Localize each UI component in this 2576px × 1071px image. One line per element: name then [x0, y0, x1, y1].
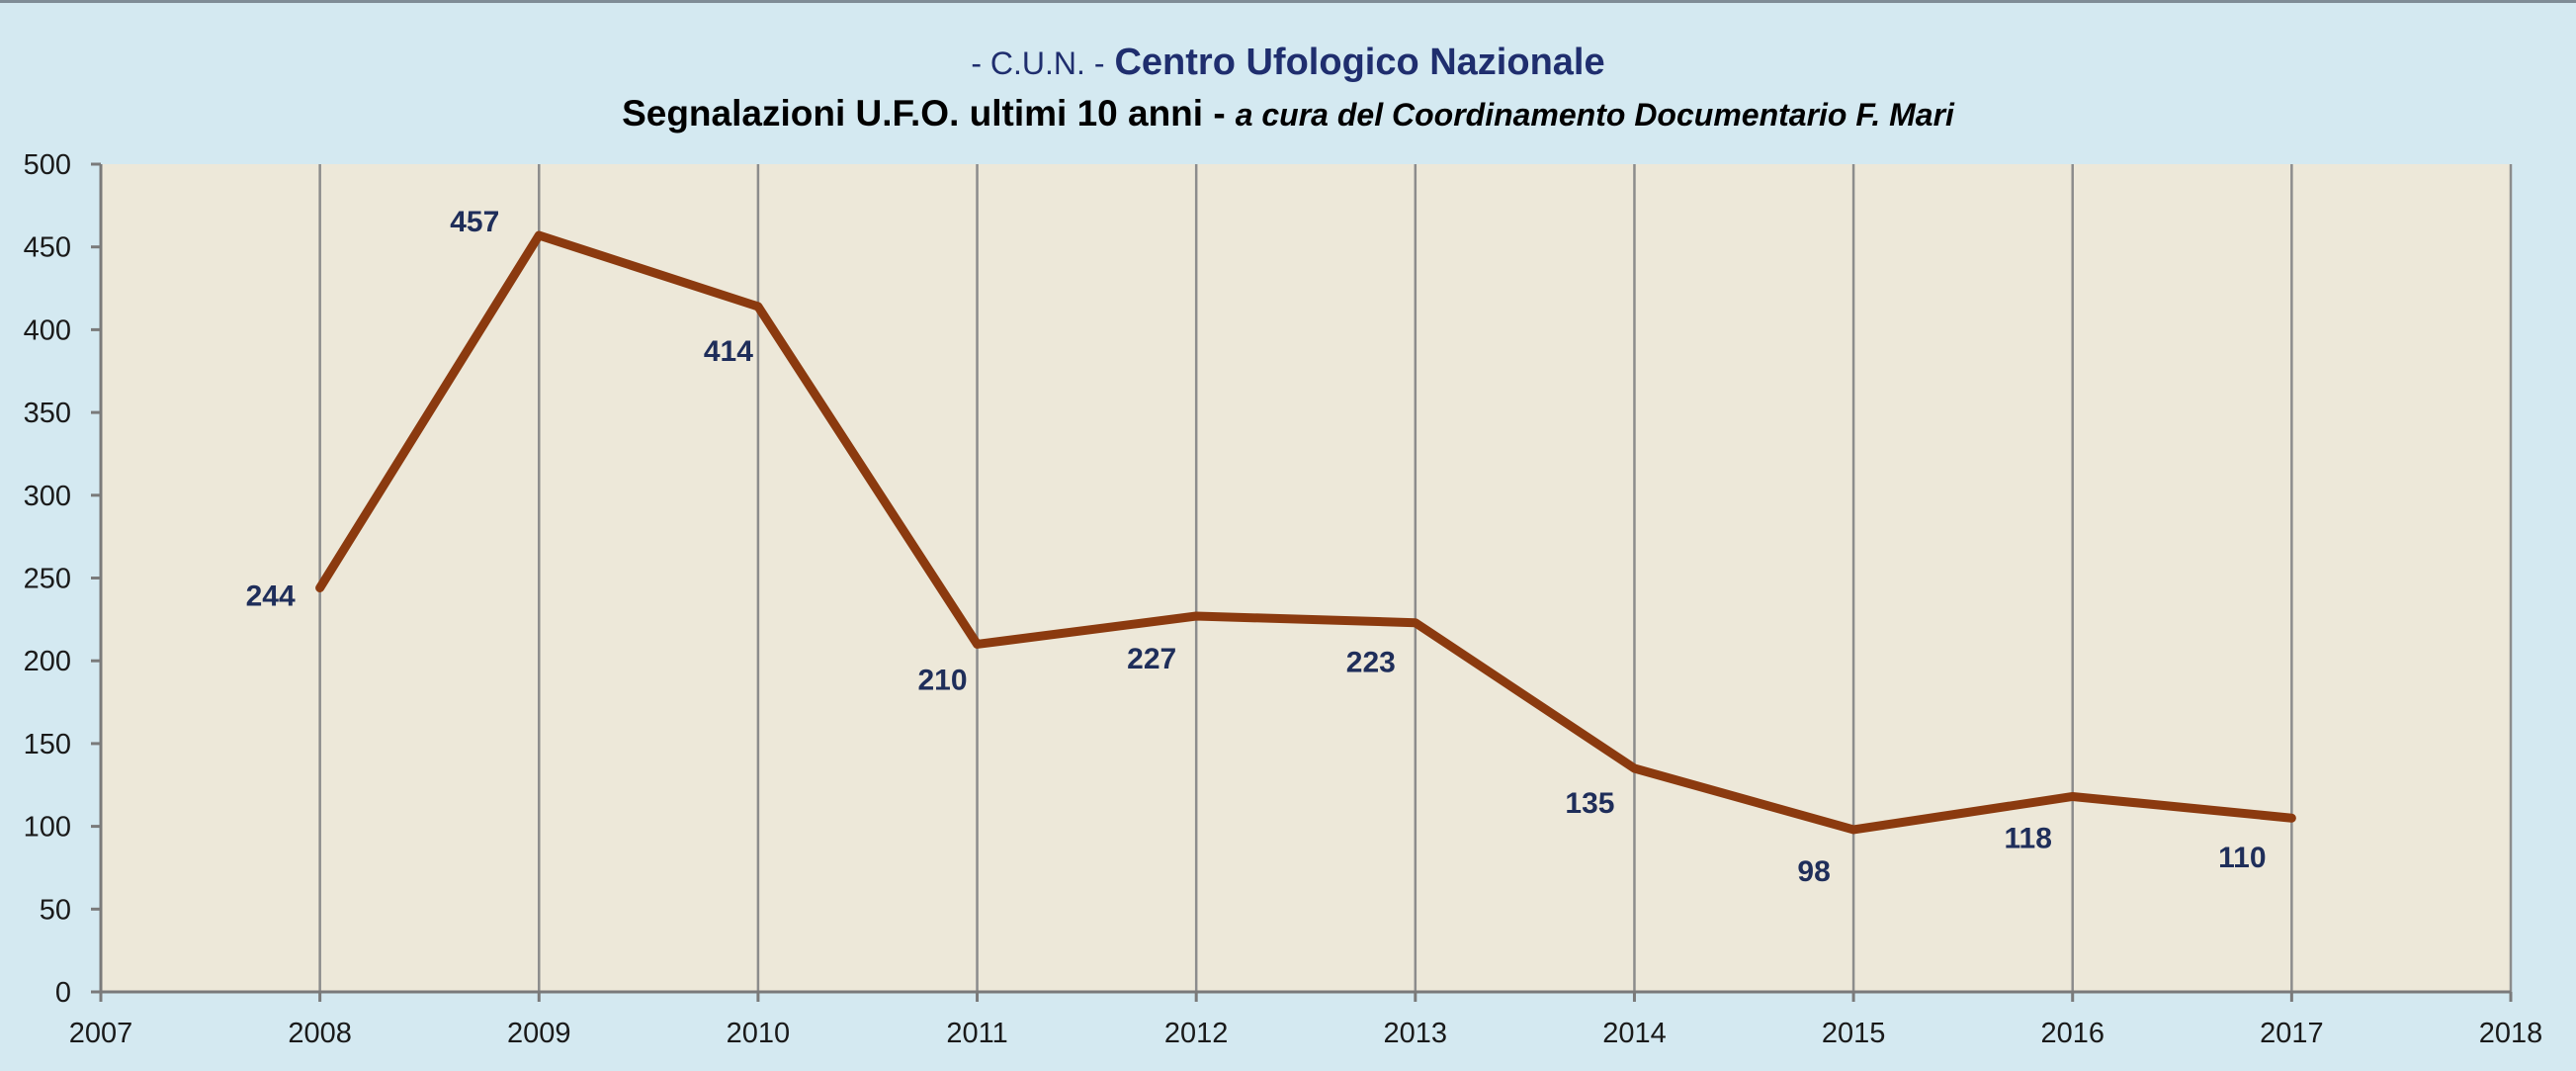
line-chart: 0 50 100 150 200 250 300 350 400 450 500 2007 2008 20…: [24, 149, 2543, 1049]
x-tick-label: 2015: [1822, 1018, 1886, 1049]
data-point: [2290, 817, 2293, 820]
x-tick-label: 2007: [69, 1018, 133, 1049]
x-tick-label: 2011: [946, 1018, 1007, 1049]
data-point: [1633, 767, 1636, 770]
data-point: [2071, 795, 2074, 798]
x-tick-label: 2008: [288, 1018, 352, 1049]
y-tick-label: 200: [24, 646, 71, 677]
x-tick-label: 2012: [1164, 1018, 1229, 1049]
x-tick-label: 2009: [507, 1018, 571, 1049]
data-label: 244: [246, 580, 296, 613]
data-label: 110: [2218, 842, 2266, 874]
plot-area: [101, 164, 2511, 992]
data-labels: 244 457 414 210 227 223 135 98 118 110: [246, 206, 2267, 888]
y-tick-label: 0: [55, 977, 71, 1009]
x-tick-label: 2016: [2040, 1018, 2104, 1049]
data-label: 135: [1565, 787, 1614, 820]
x-tick-label: 2013: [1384, 1018, 1448, 1049]
y-tick-label: 50: [40, 894, 71, 926]
data-point: [1195, 615, 1198, 618]
y-tick-label: 100: [24, 812, 71, 844]
grid-lines: [318, 164, 2513, 992]
x-tick-label: 2014: [1602, 1018, 1667, 1049]
x-tick-label: 2010: [727, 1018, 791, 1049]
axes: [91, 162, 2513, 1002]
data-point: [1852, 828, 1855, 831]
data-label: 118: [2005, 822, 2052, 854]
y-tick-label: 350: [24, 398, 71, 429]
data-point: [756, 305, 759, 308]
data-point: [538, 233, 541, 236]
y-tick-label: 500: [24, 149, 71, 181]
data-label: 210: [918, 664, 968, 696]
tick-labels: 0 50 100 150 200 250 300 350 400 450 500 2007 2008 20…: [24, 149, 2543, 1049]
chart-title: - C.U.N. - Centro Ufologico Nazionale: [0, 33, 2576, 92]
data-point: [318, 586, 321, 589]
x-tick-label: 2017: [2260, 1018, 2324, 1049]
y-tick-label: 250: [24, 564, 71, 595]
title-prefix: - C.U.N. -: [971, 45, 1105, 81]
data-point: [1414, 621, 1417, 624]
y-tick-label: 300: [24, 481, 71, 512]
chart-subtitle: Segnalazioni U.F.O. ultimi 10 anni - a c…: [0, 86, 2576, 141]
y-tick-label: 400: [24, 314, 71, 346]
y-tick-label: 150: [24, 729, 71, 760]
title-main: Centro Ufologico Nazionale: [1114, 42, 1605, 83]
series-layer: [315, 230, 2296, 835]
data-point: [976, 643, 979, 646]
x-tick-label: 2018: [2479, 1018, 2543, 1049]
y-tick-label: 450: [24, 232, 71, 264]
data-label: 227: [1127, 643, 1176, 675]
subtitle-credit: a cura del Coordinamento Documentario F.…: [1235, 97, 1954, 133]
subtitle-main: Segnalazioni U.F.O. ultimi 10 anni -: [622, 93, 1226, 134]
data-label: 223: [1346, 647, 1396, 679]
data-label: 98: [1797, 855, 1830, 888]
data-label: 414: [704, 335, 753, 368]
series-line: [315, 230, 2296, 835]
data-label: 457: [450, 206, 499, 238]
